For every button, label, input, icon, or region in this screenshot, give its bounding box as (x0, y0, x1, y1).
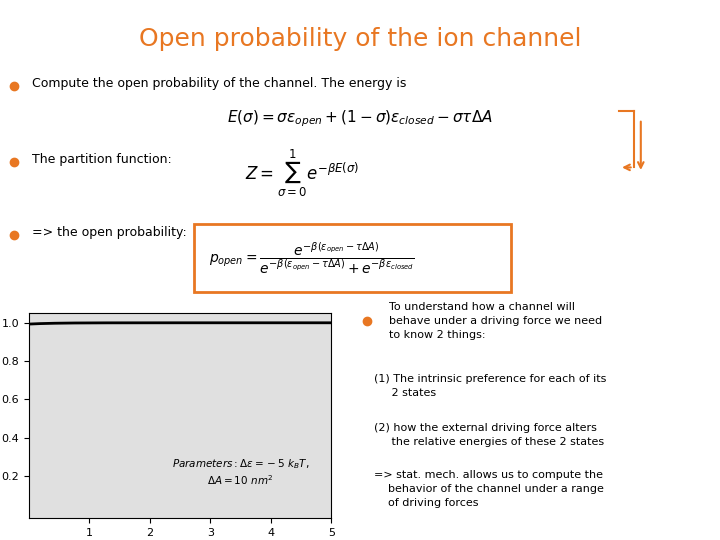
Text: => stat. mech. allows us to compute the
    behavior of the channel under a rang: => stat. mech. allows us to compute the … (374, 470, 604, 508)
FancyBboxPatch shape (194, 224, 511, 292)
Text: Compute the open probability of the channel. The energy is: Compute the open probability of the chan… (32, 77, 407, 90)
Text: The partition function:: The partition function: (32, 153, 172, 166)
Text: To understand how a channel will
behave under a driving force we need
to know 2 : To understand how a channel will behave … (389, 302, 602, 340)
Text: Open probability of the ion channel: Open probability of the ion channel (139, 27, 581, 51)
Text: $p_{open} = \dfrac{e^{-\beta(\varepsilon_{open}-\tau\Delta A)}}{e^{-\beta(\varep: $p_{open} = \dfrac{e^{-\beta(\varepsilon… (209, 240, 415, 276)
Text: (2) how the external driving force alters
     the relative energies of these 2 : (2) how the external driving force alter… (374, 423, 605, 447)
Text: $\mathit{Parameters: \Delta\varepsilon = -5\ k_BT,}$
$\mathit{\Delta A = 10\ nm^: $\mathit{Parameters: \Delta\varepsilon =… (171, 457, 310, 488)
Text: (1) The intrinsic preference for each of its
     2 states: (1) The intrinsic preference for each of… (374, 374, 607, 398)
Text: => the open probability:: => the open probability: (32, 226, 187, 239)
Text: $E(\sigma) = \sigma\varepsilon_{open} + (1-\sigma)\varepsilon_{closed} - \sigma\: $E(\sigma) = \sigma\varepsilon_{open} + … (227, 109, 493, 129)
Text: $Z = \sum_{\sigma=0}^{1} e^{-\beta E(\sigma)}$: $Z = \sum_{\sigma=0}^{1} e^{-\beta E(\si… (246, 147, 359, 199)
